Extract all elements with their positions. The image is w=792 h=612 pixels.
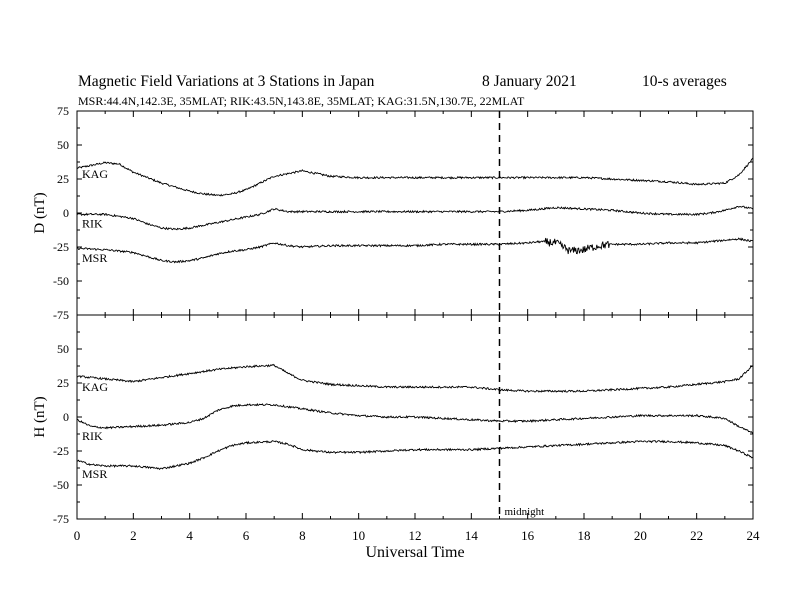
y-tick-label: -25 xyxy=(53,444,69,458)
x-tick-label: 4 xyxy=(186,528,193,543)
x-tick-label: 24 xyxy=(747,528,761,543)
series-label-msr: MSR xyxy=(82,467,107,481)
series-label-rik: RIK xyxy=(82,216,103,230)
x-tick-label: 10 xyxy=(352,528,365,543)
x-tick-label: 16 xyxy=(521,528,535,543)
series-line-kag xyxy=(76,157,754,197)
x-tick-label: 12 xyxy=(409,528,422,543)
series-label-msr: MSR xyxy=(82,251,107,265)
y-tick-label: 0 xyxy=(63,206,69,220)
stations-line: MSR:44.4N,142.3E, 35MLAT; RIK:43.5N,143.… xyxy=(78,94,525,108)
series-line-kag xyxy=(76,363,754,393)
x-tick-label: 20 xyxy=(634,528,647,543)
x-tick-label: 22 xyxy=(690,528,703,543)
y-tick-label: -50 xyxy=(53,478,69,492)
series-label-kag: KAG xyxy=(82,380,108,394)
y-tick-label: -25 xyxy=(53,240,69,254)
x-tick-label: 14 xyxy=(465,528,479,543)
y-tick-label: 25 xyxy=(57,376,69,390)
series-line-msr xyxy=(76,237,754,264)
y-tick-label: -75 xyxy=(53,308,69,322)
series-label-rik: RIK xyxy=(82,429,103,443)
y-tick-label: -50 xyxy=(53,274,69,288)
series-label-kag: KAG xyxy=(82,167,108,181)
y-axis-label: D (nT) xyxy=(32,192,48,233)
x-tick-label: 8 xyxy=(299,528,306,543)
chart-averaging: 10-s averages xyxy=(642,73,727,90)
x-tick-label: 0 xyxy=(74,528,81,543)
series-line-msr xyxy=(76,439,754,471)
y-axis-label: H (nT) xyxy=(32,396,48,437)
series-line-rik xyxy=(76,205,754,231)
midnight-label: midnight xyxy=(505,506,545,518)
panel-h: -75 -50 -25 0 25 50 H (nT) KAG RIK MSR xyxy=(32,314,754,526)
y-tick-label: 50 xyxy=(57,342,69,356)
y-tick-label: 50 xyxy=(57,138,69,152)
y-tick-label: 0 xyxy=(63,410,69,424)
y-tick-label: -75 xyxy=(53,512,69,526)
panel-d: -75 -50 -25 0 25 50 75 D (nT) KAG RIK MSR xyxy=(32,104,754,322)
x-axis-label: Universal Time xyxy=(365,544,464,561)
series-line-rik xyxy=(76,402,754,435)
chart-title: Magnetic Field Variations at 3 Stations … xyxy=(78,73,375,90)
x-tick-label: 2 xyxy=(130,528,137,543)
y-tick-label: 25 xyxy=(57,172,69,186)
y-tick-label: 75 xyxy=(57,104,69,118)
chart-date: 8 January 2021 xyxy=(482,73,577,90)
x-tick-label: 18 xyxy=(578,528,591,543)
x-tick-label: 6 xyxy=(243,528,250,543)
